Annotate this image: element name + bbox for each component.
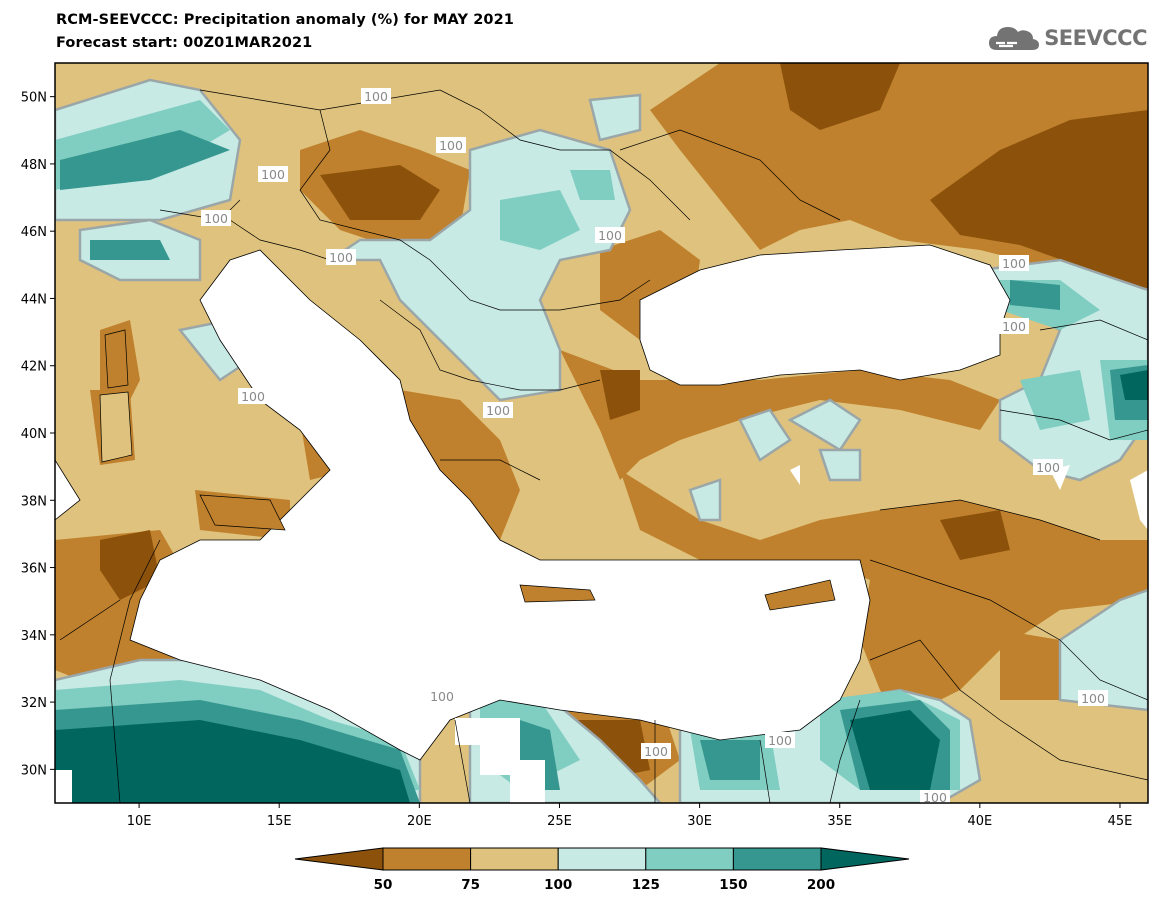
contour-label: 100	[261, 167, 285, 182]
longitude-axis: 10E 15E 20E 25E 30E 35E 40E 45E	[127, 803, 1133, 829]
contour-label: 100	[768, 733, 792, 748]
colorbar-segment	[557, 847, 647, 871]
lat-tick-label: 50N	[21, 91, 47, 106]
contour-label: 100	[923, 790, 947, 805]
logo-text: SEEVCCC	[1044, 26, 1147, 50]
lat-tick-label: 30N	[21, 763, 47, 778]
contour-labels: 100 100 100 100 100 100 100 100 100 100 …	[201, 88, 1108, 805]
colorbar-label: 150	[719, 877, 747, 893]
forecast-start-label: Forecast start: 00Z01MAR2021	[56, 35, 313, 51]
colorbar-arrow-low	[294, 847, 384, 871]
colorbar-label: 200	[807, 877, 835, 893]
latitude-axis: 50N 48N 46N 44N 42N 40N 38N 36N 34N 32N 30N	[21, 91, 55, 778]
contour-label: 100	[1002, 256, 1026, 271]
contour-label: 100	[204, 211, 228, 226]
seevccc-logo: SEEVCCC	[987, 20, 1147, 56]
west-sea	[55, 459, 81, 521]
lat-tick-label: 32N	[21, 696, 47, 711]
colorbar-segment	[732, 847, 822, 871]
contour-label: 100	[644, 744, 668, 759]
country-borders	[59, 89, 1148, 803]
contour-label: 100	[329, 250, 353, 265]
black-sea	[639, 244, 1011, 386]
colorbar-legend: 50 75 100 125 150 200	[294, 847, 910, 893]
contour-label: 100	[486, 403, 510, 418]
lon-tick-label: 30E	[687, 814, 712, 829]
contour-label: 100	[1036, 460, 1060, 475]
colorbar-label: 50	[374, 877, 393, 893]
lat-tick-label: 42N	[21, 360, 47, 375]
lat-tick-label: 38N	[21, 494, 47, 509]
contour-label: 100	[598, 228, 622, 243]
colorbar-label: 75	[461, 877, 480, 893]
no-data-blocks	[55, 465, 1148, 803]
colorbar-label: 100	[544, 877, 572, 893]
colorbar-segment	[470, 847, 559, 871]
colorbar-segment	[382, 847, 472, 871]
sea-mask	[55, 244, 1011, 761]
lat-tick-label: 48N	[21, 158, 47, 173]
colorbar-arrow-high	[820, 847, 910, 871]
anomaly-field	[55, 63, 1148, 803]
lat-tick-label: 46N	[21, 225, 47, 240]
lon-tick-label: 35E	[827, 814, 852, 829]
colorbar-label: 125	[632, 877, 660, 893]
contour-label: 100	[1081, 691, 1105, 706]
contour-label: 100	[430, 689, 454, 704]
contour-label: 100	[364, 89, 388, 104]
map-title: RCM-SEEVCCC: Precipitation anomaly (%) f…	[56, 12, 514, 28]
contour-label: 100	[439, 138, 463, 153]
lat-tick-label: 34N	[21, 629, 47, 644]
contour-label: 100	[241, 389, 265, 404]
lat-tick-label: 36N	[21, 562, 47, 577]
lon-tick-label: 10E	[127, 814, 152, 829]
lat-tick-label: 44N	[21, 292, 47, 307]
cloud-icon	[989, 27, 1040, 50]
lon-tick-label: 25E	[547, 814, 572, 829]
lon-tick-label: 15E	[267, 814, 292, 829]
lat-tick-label: 40N	[21, 427, 47, 442]
contour-label: 100	[1002, 319, 1026, 334]
colorbar-segment	[645, 847, 734, 871]
islands	[99, 329, 836, 611]
lon-tick-label: 45E	[1108, 814, 1133, 829]
lon-tick-label: 20E	[407, 814, 432, 829]
lon-tick-label: 40E	[967, 814, 992, 829]
field-above-200	[55, 370, 1148, 803]
